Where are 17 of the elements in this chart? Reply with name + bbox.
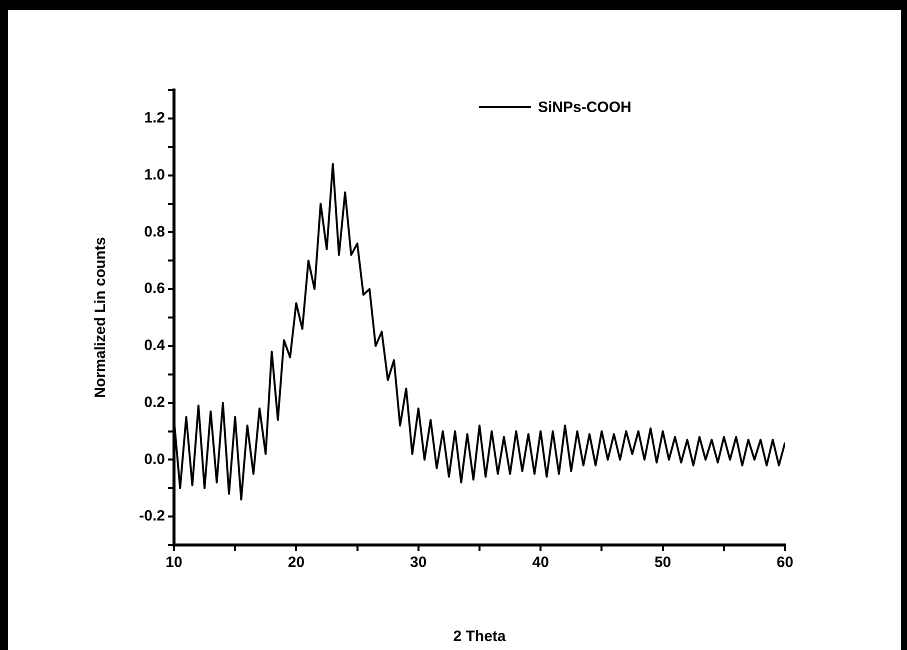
y-tick-label: 1.0 (144, 166, 165, 184)
x-tick-label: 10 (166, 554, 182, 572)
y-tick-label: 0.2 (144, 394, 165, 411)
x-axis-title: 2 Theta (453, 628, 506, 646)
y-tick-label: 0.4 (144, 337, 166, 354)
x-tick-label: 50 (654, 554, 672, 572)
x-tick-label: 60 (776, 554, 794, 572)
legend-label: SiNPs-COOH (538, 99, 632, 116)
y-tick-label: 0.0 (144, 450, 165, 468)
x-tick-label: 20 (288, 554, 305, 572)
y-tick-label: -0.2 (139, 508, 165, 525)
y-tick-label: 0.6 (144, 280, 165, 298)
y-tick-label: 0.8 (144, 223, 165, 240)
y-tick-label: 1.2 (144, 110, 165, 127)
y-axis-title: Normalized Lin counts (92, 237, 110, 398)
x-tick-label: 30 (410, 554, 427, 572)
x-tick-label: 40 (532, 554, 549, 572)
